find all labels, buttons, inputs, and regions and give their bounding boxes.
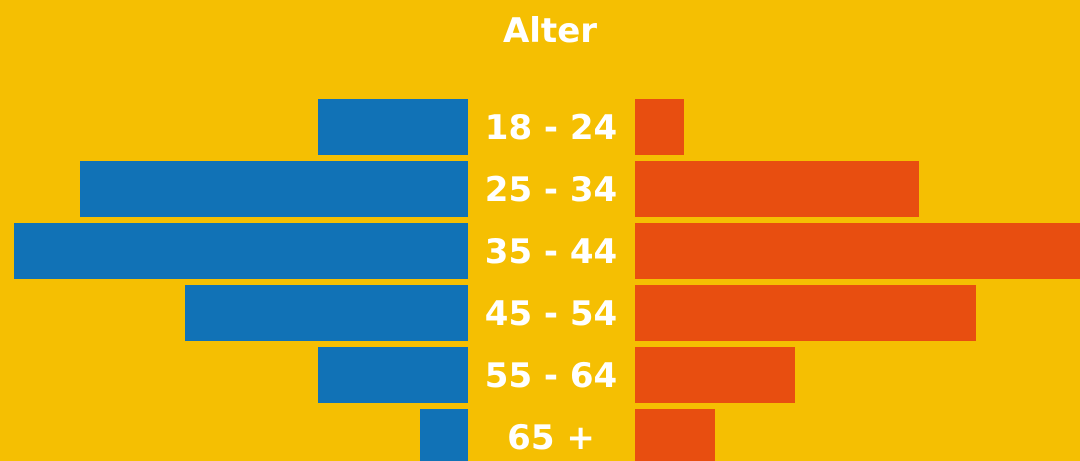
category-label-2: 25 - 34: [485, 170, 617, 210]
bar-right-1: [635, 99, 684, 155]
bar-right-5: [635, 347, 795, 403]
right-series-group: [635, 99, 1080, 461]
bar-right-4: [635, 285, 976, 341]
left-series-group: [14, 99, 468, 461]
bar-left-5: [318, 347, 468, 403]
bar-right-6: [635, 409, 715, 461]
bar-left-1: [318, 99, 468, 155]
category-label-1: 18 - 24: [485, 108, 617, 148]
chart-title: Alter: [503, 11, 597, 51]
bar-left-6: [420, 409, 468, 461]
category-label-3: 35 - 44: [485, 232, 617, 272]
bar-right-3: [635, 223, 1080, 279]
category-label-4: 45 - 54: [485, 294, 617, 334]
bar-right-2: [635, 161, 919, 217]
category-label-5: 55 - 64: [485, 356, 617, 396]
bar-left-3: [14, 223, 468, 279]
category-labels: 18 - 24 25 - 34 35 - 44 45 - 54 55 - 64 65 +: [485, 108, 617, 458]
bar-left-4: [185, 285, 468, 341]
bar-left-2: [80, 161, 468, 217]
category-label-6: 65 +: [507, 418, 595, 458]
